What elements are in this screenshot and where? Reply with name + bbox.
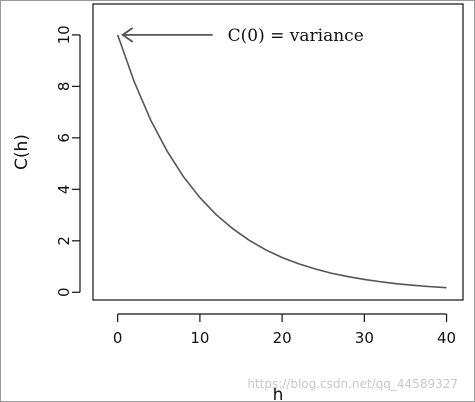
y-tick-label: 4: [55, 185, 73, 195]
y-axis-label: C(h): [12, 134, 32, 170]
y-tick-label: 6: [55, 133, 73, 143]
annotation-text: C(0) = variance: [228, 26, 364, 46]
x-tick-label: 0: [113, 329, 123, 347]
annotation-arrow-head: [121, 27, 134, 43]
x-tick-label: 30: [355, 329, 374, 347]
y-axis: 0 2 4 6 8 10: [55, 25, 81, 298]
x-axis: 0 10 20 30 40: [113, 313, 456, 347]
watermark: https://blog.csdn.net/qq_44589327: [247, 377, 458, 391]
x-tick-label: 20: [273, 329, 292, 347]
x-tick-label: 40: [437, 329, 456, 347]
y-tick-label: 8: [55, 82, 73, 92]
y-tick-label: 0: [55, 288, 73, 298]
x-tick-label: 10: [190, 329, 209, 347]
x-axis-label: h: [273, 385, 284, 402]
y-tick-label: 2: [55, 236, 73, 246]
plot-box: [92, 3, 464, 301]
annotation: C(0) = variance: [121, 26, 364, 46]
series-curve: [116, 34, 447, 289]
y-tick-label: 10: [55, 25, 73, 44]
